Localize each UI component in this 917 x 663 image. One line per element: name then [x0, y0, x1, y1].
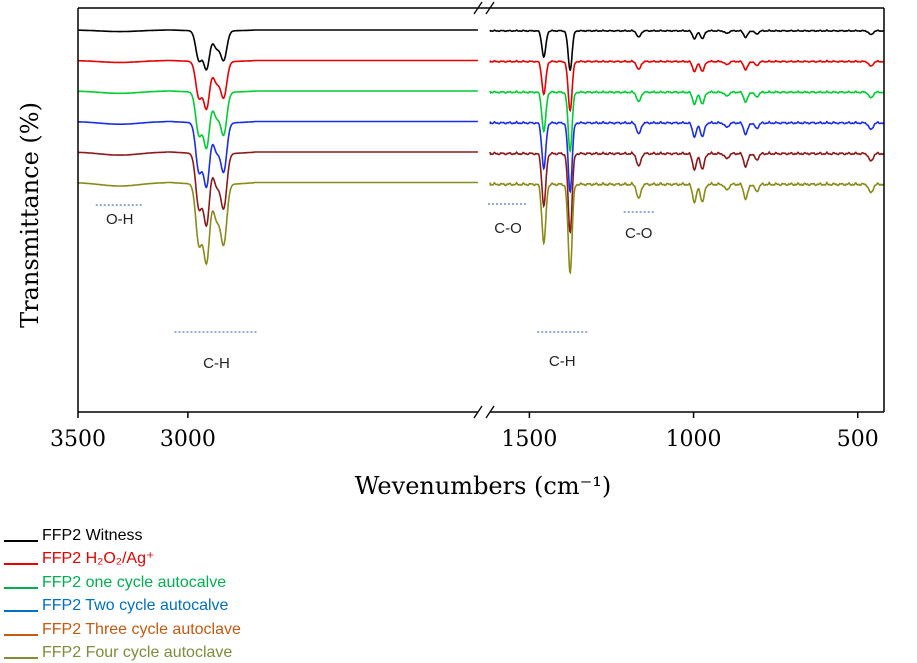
legend-label: FFP2 Two cycle autocalve: [42, 596, 228, 616]
series-line-6-right: [490, 183, 884, 273]
x-tick-label: 1500: [501, 427, 557, 452]
legend-swatch: [4, 610, 38, 612]
series-line-5-right: [490, 152, 884, 232]
legend-swatch: [4, 563, 38, 565]
series-line-1-left: [78, 30, 478, 70]
series-line-2-left: [78, 61, 478, 110]
legend-label: FFP2 Three cycle autoclave: [42, 620, 241, 640]
annotation-label: C-O: [625, 225, 653, 242]
legend-item: FFP2 Witness: [4, 522, 424, 546]
legend-swatch: [4, 634, 38, 636]
series-layer: [78, 30, 884, 273]
series-line-5-left: [78, 152, 478, 226]
series-line-6-left: [78, 183, 478, 265]
x-tick-label: 3000: [160, 427, 216, 452]
legend-item: FFP2 Three cycle autoclave: [4, 616, 424, 640]
legend-label: FFP2 one cycle autocalve: [42, 573, 226, 593]
x-tick-label: 1000: [666, 427, 722, 452]
legend-swatch: [4, 587, 38, 589]
legend-label: FFP2 Four cycle autoclave: [42, 643, 232, 663]
series-line-2-right: [490, 61, 884, 111]
legend-label: FFP2 H₂O₂/Ag⁺: [42, 549, 154, 569]
legend-label: FFP2 Witness: [42, 526, 142, 546]
legend-swatch: [4, 540, 38, 542]
annotation-label: C-H: [549, 353, 576, 370]
legend-swatch: [4, 657, 38, 659]
ftir-chart: 3500 3000 1500 1000 500 O-H C-H C-O C-H C-O Weve…: [0, 0, 917, 520]
axis-layer: 3500 3000 1500 1000 500: [50, 2, 884, 452]
x-axis-title: Wevenumbers (cm⁻¹): [355, 472, 612, 500]
annotation-label: C-H: [203, 355, 230, 372]
legend-item: FFP2 Four cycle autoclave: [4, 640, 424, 663]
legend-item: FFP2 one cycle autocalve: [4, 569, 424, 593]
legend-item: FFP2 H₂O₂/Ag⁺: [4, 546, 424, 570]
x-tick-label: 500: [837, 427, 879, 452]
x-tick-label: 3500: [50, 427, 106, 452]
annotation-label: C-O: [494, 220, 522, 237]
legend: FFP2 Witness FFP2 H₂O₂/Ag⁺ FFP2 one cycle …: [4, 522, 424, 663]
series-line-3-left: [78, 91, 478, 149]
annotation-label: O-H: [106, 211, 134, 228]
y-axis-title: Transmittance (%): [16, 102, 44, 328]
legend-item: FFP2 Two cycle autocalve: [4, 593, 424, 617]
series-line-3-right: [490, 91, 884, 151]
